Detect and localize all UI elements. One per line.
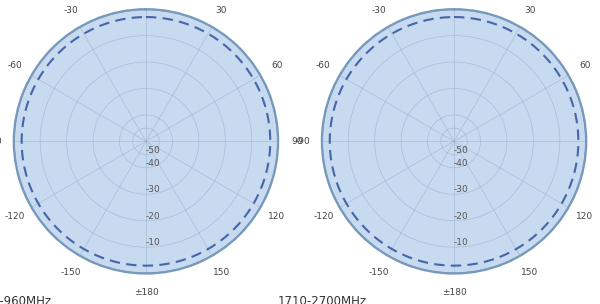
Text: 700-960MHz: 700-960MHz (0, 295, 51, 304)
Polygon shape (14, 9, 278, 274)
Text: 1710-2700MHz: 1710-2700MHz (277, 295, 367, 304)
Polygon shape (322, 9, 586, 274)
